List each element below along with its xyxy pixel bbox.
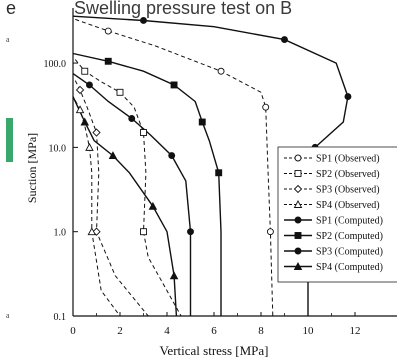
data-point bbox=[281, 36, 288, 44]
data-point bbox=[87, 227, 97, 236]
y-tick-label: 10.0 bbox=[49, 143, 67, 154]
data-point bbox=[168, 152, 176, 160]
x-tick-label: 2 bbox=[117, 325, 123, 337]
legend-label: SP3 (Computed) bbox=[316, 247, 383, 258]
data-point bbox=[170, 81, 178, 89]
header-title-fragment: Swelling pressure test on B bbox=[74, 0, 292, 18]
legend-marker bbox=[294, 170, 302, 177]
legend-label: SP1 (Computed) bbox=[316, 216, 383, 227]
y-tick-label: 0.1 bbox=[54, 312, 67, 323]
x-tick-label: 8 bbox=[258, 325, 264, 337]
y-axis-title: Suction [MPa] bbox=[25, 133, 39, 203]
x-tick-label: 12 bbox=[350, 325, 361, 337]
series-line-7 bbox=[72, 73, 192, 316]
series-line-2 bbox=[74, 59, 182, 317]
x-tick-label: 6 bbox=[211, 325, 217, 337]
ticks: 0 2 4 6 8 10 12 0.1 1.0 10.0 100.0 bbox=[44, 59, 361, 337]
x-tick-label: 0 bbox=[70, 325, 76, 337]
series-line-6 bbox=[72, 52, 222, 316]
data-point bbox=[148, 201, 158, 210]
legend-label: SP4 (Observed) bbox=[316, 200, 380, 211]
data-point bbox=[116, 88, 124, 96]
header-left-fragment: e bbox=[6, 0, 16, 18]
series-line-4 bbox=[74, 100, 121, 317]
legend: SP1 (Observed) SP2 (Observed) SP3 (Observe… bbox=[277, 146, 397, 283]
legend-marker bbox=[294, 154, 302, 162]
data-point bbox=[266, 228, 274, 236]
data-point bbox=[198, 118, 206, 126]
data-point bbox=[140, 228, 147, 236]
legend-label: SP4 (Computed) bbox=[316, 262, 383, 273]
data-point bbox=[262, 103, 270, 111]
series-line-1 bbox=[75, 18, 274, 317]
y-tick-label: 100.0 bbox=[44, 59, 67, 70]
x-tick-label: 4 bbox=[164, 325, 170, 337]
margin-mark-bottom: a bbox=[6, 311, 10, 320]
margin-mark-top: a bbox=[6, 35, 10, 44]
data-point bbox=[215, 169, 223, 177]
data-point bbox=[80, 117, 90, 126]
legend-label: SP1 (Observed) bbox=[316, 154, 380, 165]
data-point bbox=[140, 17, 147, 24]
data-point bbox=[217, 67, 225, 75]
legend-label: SP2 (Observed) bbox=[316, 169, 380, 180]
legend-box bbox=[277, 146, 397, 283]
data-point bbox=[81, 67, 89, 75]
data-point bbox=[75, 105, 85, 114]
data-point bbox=[104, 27, 112, 35]
data-point bbox=[187, 228, 194, 236]
legend-label: SP2 (Computed) bbox=[316, 231, 383, 242]
legend-marker bbox=[293, 184, 303, 194]
series-line-8 bbox=[72, 96, 178, 317]
legend-marker bbox=[294, 216, 302, 224]
data-point bbox=[169, 271, 179, 280]
data-point bbox=[85, 142, 94, 151]
data-point bbox=[344, 93, 352, 101]
accent-bar bbox=[6, 118, 13, 162]
data-point bbox=[92, 128, 101, 137]
axes bbox=[72, 8, 397, 317]
data-point bbox=[104, 57, 112, 65]
y-tick-label: 1.0 bbox=[54, 228, 67, 239]
data-point bbox=[140, 129, 147, 136]
legend-marker bbox=[293, 200, 303, 208]
data-point bbox=[75, 85, 85, 95]
data-point bbox=[85, 81, 93, 89]
data-point bbox=[128, 115, 136, 122]
legend-label: SP3 (Observed) bbox=[316, 185, 380, 196]
legend-marker bbox=[294, 232, 302, 239]
x-tick-label: 10 bbox=[303, 325, 315, 337]
legend-marker bbox=[293, 262, 303, 270]
data-point bbox=[108, 151, 118, 160]
legend-marker bbox=[294, 247, 302, 255]
x-axis-title: Vertical stress [MPa] bbox=[159, 343, 268, 358]
